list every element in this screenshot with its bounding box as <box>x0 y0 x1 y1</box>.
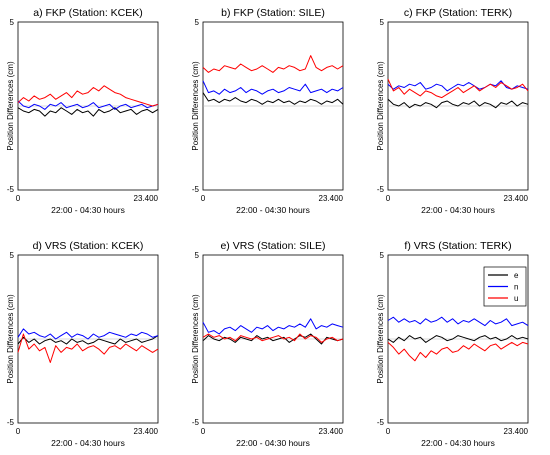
panel-4-y-axis-label: Position Differences (cm) <box>6 294 15 384</box>
panel-2-x-axis-label: 22:00 - 04:30 hours <box>236 205 310 215</box>
panel-4-title: d) VRS (Station: KCEK) <box>33 240 144 252</box>
panel-5-x-tick-start: 0 <box>201 427 206 436</box>
panel-3-x-axis-label: 22:00 - 04:30 hours <box>421 205 495 215</box>
panel-6-series-u <box>387 341 529 362</box>
panel-1-y-tick-max: 5 <box>10 18 15 27</box>
panel-6-x-axis-label: 22:00 - 04:30 hours <box>421 438 495 448</box>
panel-1-x-tick-end: 23.400 <box>134 194 159 203</box>
panel-4-series-u <box>17 333 159 363</box>
panel-6-series-e <box>387 335 529 343</box>
panel-4-x-tick-end: 23.400 <box>134 427 159 436</box>
panel-6-y-axis-label: Position Differences (cm) <box>376 294 385 384</box>
panel-6-legend-label-n: n <box>514 283 518 292</box>
panel-3-y-tick-max: 5 <box>380 18 385 27</box>
panel-4-x-axis-label: 22:00 - 04:30 hours <box>51 438 125 448</box>
panel-4-series-e <box>17 335 159 345</box>
panel-5-series-e <box>202 333 344 345</box>
panel-3-series-u <box>387 78 529 99</box>
panel-4-y-tick-max: 5 <box>10 251 15 260</box>
panel-6-y-tick-min: -5 <box>377 418 385 427</box>
panel-2-y-axis-label: Position Differences (cm) <box>191 61 200 151</box>
panel-3-x-tick-start: 0 <box>386 194 391 203</box>
panel-2-series-u <box>202 55 344 73</box>
panel-5-series-n <box>202 318 344 335</box>
panel-3-y-tick-min: -5 <box>377 185 385 194</box>
panel-5-y-tick-max: 5 <box>195 251 200 260</box>
panel-6-legend-label-u: u <box>514 294 518 303</box>
panel-6-title: f) VRS (Station: TERK) <box>404 240 511 252</box>
panel-6-x-tick-start: 0 <box>386 427 391 436</box>
panel-4-x-tick-start: 0 <box>16 427 21 436</box>
panel-2-series-e <box>202 92 344 105</box>
panel-2-x-tick-start: 0 <box>201 194 206 203</box>
panel-3-series-e <box>387 98 529 109</box>
panel-6-series-n <box>387 316 529 327</box>
panel-1-series-e <box>17 107 159 117</box>
panel-6-legend-label-e: e <box>514 271 519 280</box>
panel-1-series-n <box>17 100 159 110</box>
panel-1-title: a) FKP (Station: KCEK) <box>33 7 143 19</box>
panel-1-x-axis-label: 22:00 - 04:30 hours <box>51 205 125 215</box>
panel-2-title: b) FKP (Station: SILE) <box>221 7 325 19</box>
panel-3-x-tick-end: 23.400 <box>504 194 529 203</box>
panel-5-y-axis-label: Position Differences (cm) <box>191 294 200 384</box>
panel-2-x-tick-end: 23.400 <box>319 194 344 203</box>
panel-6-y-tick-max: 5 <box>380 251 385 260</box>
panel-2-y-tick-max: 5 <box>195 18 200 27</box>
panel-2-series-n <box>202 80 344 95</box>
panel-5-title: e) VRS (Station: SILE) <box>220 240 325 252</box>
panel-2-y-tick-min: -5 <box>192 185 200 194</box>
panel-5-y-tick-min: -5 <box>192 418 200 427</box>
panel-1-y-axis-label: Position Differences (cm) <box>6 61 15 151</box>
panel-1-y-tick-min: -5 <box>7 185 15 194</box>
panel-4-y-tick-min: -5 <box>7 418 15 427</box>
panel-1-x-tick-start: 0 <box>16 194 21 203</box>
panel-5-x-tick-end: 23.400 <box>319 427 344 436</box>
panel-3-title: c) FKP (Station: TERK) <box>404 7 512 19</box>
panel-1-series-u <box>17 85 159 107</box>
panel-5-series-u <box>202 333 344 343</box>
panel-3-y-axis-label: Position Differences (cm) <box>376 61 385 151</box>
panel-5-x-axis-label: 22:00 - 04:30 hours <box>236 438 310 448</box>
panel-4-series-n <box>17 328 159 340</box>
panel-6-x-tick-end: 23.400 <box>504 427 529 436</box>
